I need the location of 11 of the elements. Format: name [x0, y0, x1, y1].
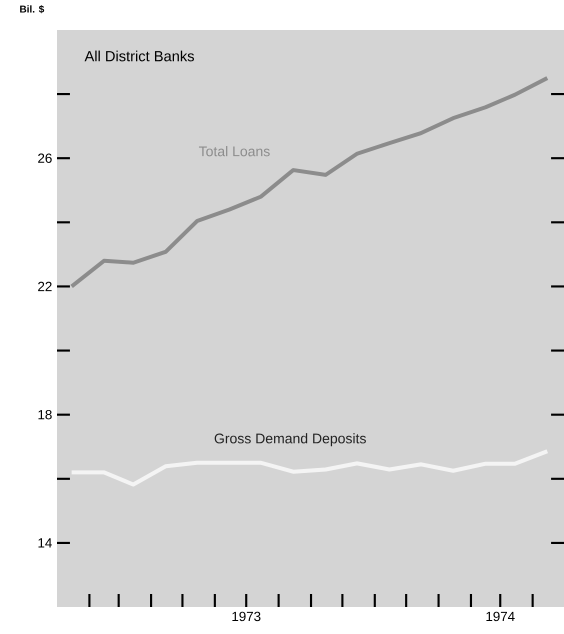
x-tick-label: 1974	[486, 612, 515, 622]
line-series	[70, 76, 550, 288]
y-axis-title: Bil. $	[20, 5, 44, 14]
y-tick-label: 18	[38, 410, 52, 420]
series-label: Gross Demand Deposits	[214, 433, 366, 446]
y-tick-label: 26	[38, 154, 52, 163]
text: All District Banks	[84, 50, 194, 62]
y-tick-label: 14	[38, 538, 52, 548]
y-tick-label: 22	[38, 282, 52, 292]
x-tick-label: 1973	[232, 612, 260, 622]
series-label: Total Loans	[198, 146, 270, 156]
